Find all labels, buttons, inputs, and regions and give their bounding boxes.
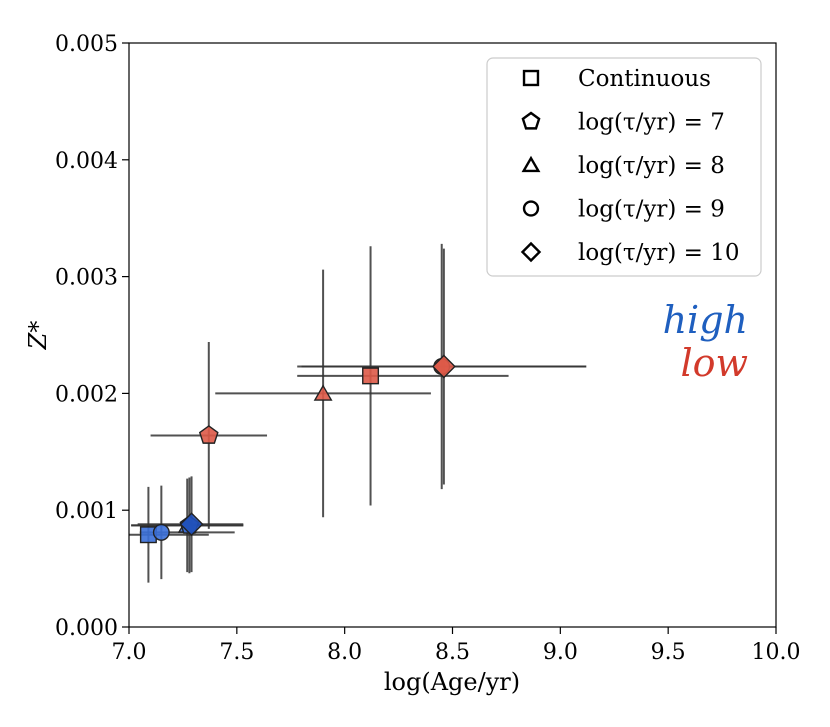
marker-pentagon-low (198, 425, 219, 444)
legend-label: Continuous (578, 66, 711, 92)
marker-triangle-low (313, 384, 333, 401)
y-tick-label: 0.003 (55, 266, 118, 291)
annotation-high: high (663, 298, 748, 342)
x-tick-label: 9.0 (543, 640, 578, 665)
legend-marker-diamond (520, 241, 542, 263)
x-tick-label: 7.0 (112, 640, 147, 665)
legend-label: log(τ/yr) = 10 (578, 240, 740, 266)
y-tick-label: 0.001 (55, 499, 118, 524)
legend-marker-pentagon (521, 111, 541, 130)
x-axis-label: log(Age/yr) (384, 668, 520, 696)
legend-label: log(τ/yr) = 8 (578, 153, 725, 179)
error-bars (129, 243, 587, 583)
axis-ticks: 7.0 7.5 8.0 8.5 9.0 9.5 10.0 0.000 0.001 0.002 0.0… (55, 32, 800, 665)
y-tick-label: 0.004 (55, 149, 118, 174)
legend-label: log(τ/yr) = 9 (578, 197, 725, 223)
annotation-low: low (680, 341, 748, 385)
legend-marker-square (522, 69, 540, 87)
y-tick-label: 0.000 (55, 616, 118, 641)
legend-label: log(τ/yr) = 7 (578, 110, 725, 136)
marker-diamond-low (431, 354, 456, 379)
marker-square-low (362, 367, 380, 385)
x-tick-label: 9.5 (651, 640, 686, 665)
y-tick-label: 0.005 (55, 32, 118, 57)
y-tick-label: 0.002 (55, 382, 118, 407)
legend-marker-triangle (521, 155, 541, 173)
x-tick-label: 8.5 (435, 640, 470, 665)
legend-box (486, 57, 762, 277)
legend-marker-circle (522, 200, 540, 217)
x-tick-label: 10.0 (752, 640, 801, 665)
data-markers (139, 354, 456, 544)
x-tick-label: 7.5 (219, 640, 254, 665)
y-axis-label: Z* (24, 321, 52, 351)
legend: Continuous log(τ/yr) = 7 log(τ/yr) = 8 log(… (486, 57, 762, 277)
marker-circle-high (152, 523, 170, 541)
marker-diamond-high (179, 512, 204, 537)
x-tick-label: 8.0 (327, 640, 362, 665)
